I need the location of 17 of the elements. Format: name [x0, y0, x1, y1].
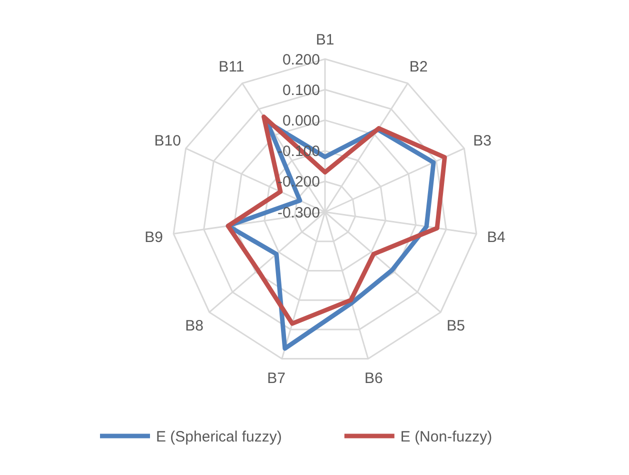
y-tick-label: 0.100: [282, 82, 320, 99]
y-tick-label: 0.000: [282, 112, 320, 130]
legend-label: E (Non-fuzzy): [400, 428, 492, 446]
spoke-label: B5: [446, 318, 465, 335]
spoke-label: B6: [364, 370, 383, 388]
spoke-label: B7: [267, 370, 286, 388]
spoke-label: B4: [487, 228, 506, 246]
y-tick-label: -0.300: [277, 204, 320, 222]
spoke-label: B9: [144, 228, 163, 246]
spoke-label: B1: [316, 31, 334, 48]
spoke-label: B3: [473, 132, 492, 150]
spoke-label: B8: [185, 318, 204, 335]
spoke-label: B2: [409, 58, 428, 76]
spoke-label: B11: [218, 58, 244, 76]
legend-label: E (Spherical fuzzy): [156, 428, 282, 446]
y-tick-label: 0.200: [282, 51, 320, 68]
spoke-label: B10: [154, 132, 181, 150]
